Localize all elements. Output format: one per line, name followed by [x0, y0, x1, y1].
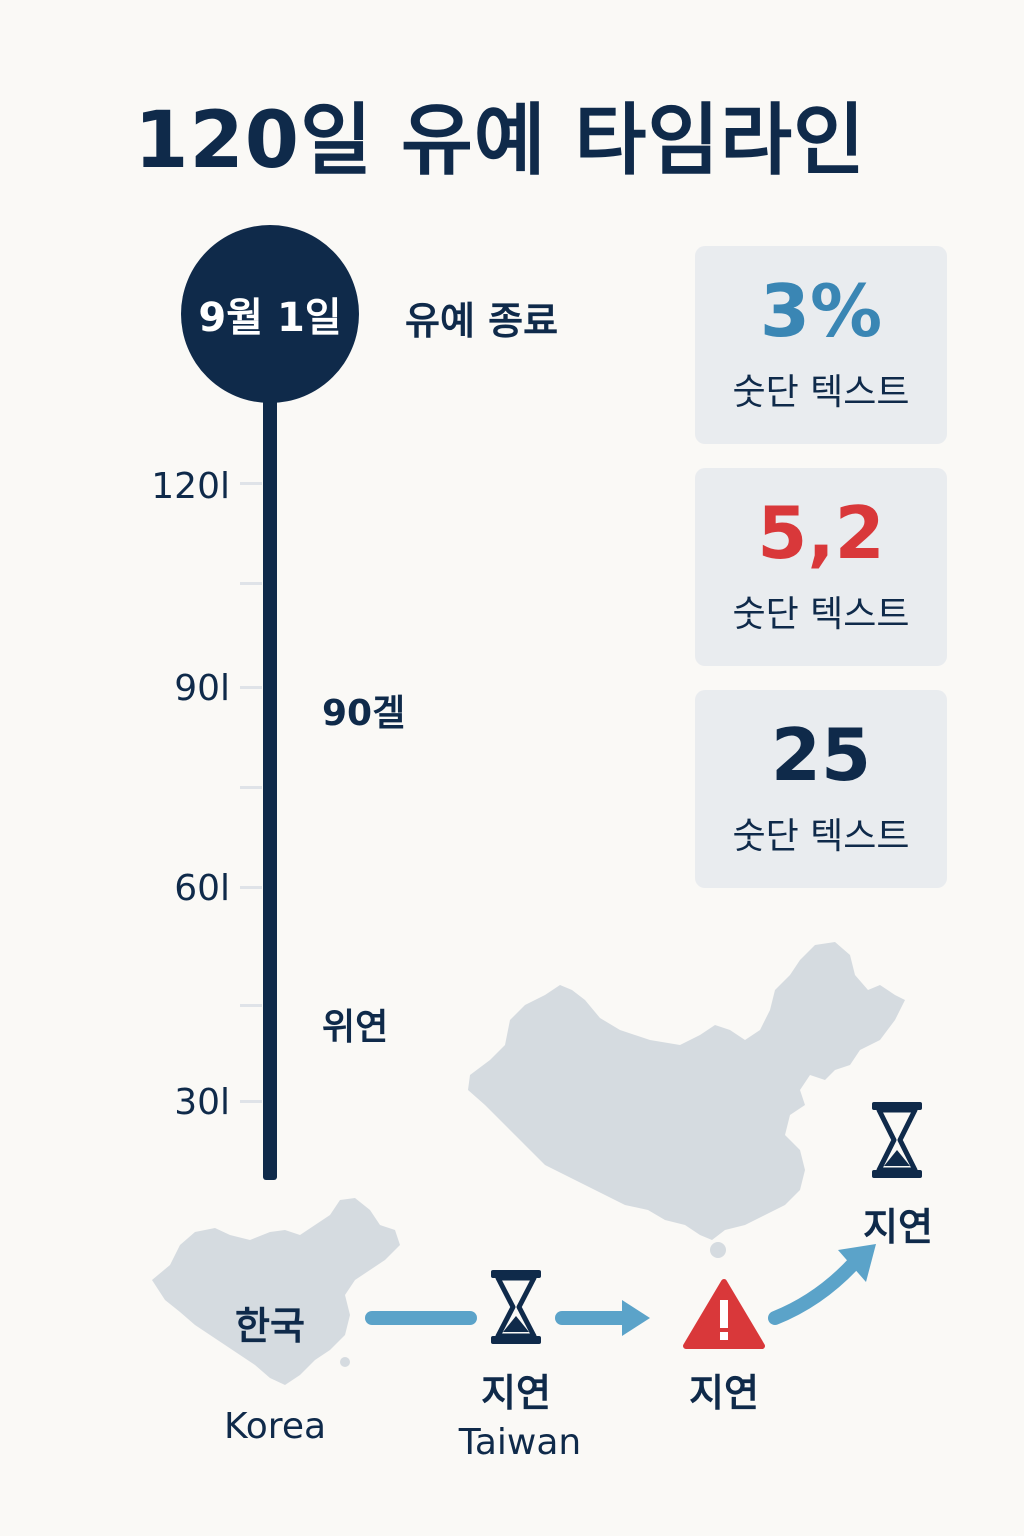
stat-label: 숫단 텍스트 [732, 594, 910, 635]
tick-label-30: 30l [174, 1082, 230, 1123]
timeline-tick [240, 482, 262, 485]
stat-label: 숫단 텍스트 [732, 816, 910, 857]
timeline-tick [240, 886, 262, 889]
timeline-top-marker: 9월 1일 [181, 225, 359, 403]
stat-card: 5,2 숫단 텍스트 [695, 468, 947, 666]
timeline-tick [240, 582, 262, 585]
taiwan-caption: Taiwan [458, 1422, 582, 1463]
warning-icon [683, 1279, 765, 1349]
timeline-tick [240, 786, 262, 789]
large-map-shape [468, 942, 905, 1240]
grace-end-label: 유예 종료 [405, 299, 559, 343]
hourglass-icon [491, 1270, 541, 1344]
delay-label-3: 지연 [863, 1205, 933, 1249]
timeline-tick [240, 686, 262, 689]
page-title: 120일 유예 타임라인 [134, 96, 866, 186]
tick-label-60: 60l [174, 868, 230, 909]
korea-caption: Korea [223, 1406, 327, 1447]
timeline-mid-label: 위연 [322, 1007, 389, 1048]
stat-card: 3% 숫단 텍스트 [695, 246, 947, 444]
delay-label-1: 지연 [481, 1371, 551, 1415]
hourglass-icon [872, 1102, 922, 1178]
stat-label: 숫단 텍스트 [732, 372, 910, 413]
stat-value: 25 [770, 713, 872, 797]
stat-value: 3% [759, 269, 883, 353]
tick-label-90: 90l [174, 668, 230, 709]
tick-label-120: 120l [151, 466, 230, 507]
korea-map-label: 한국 [235, 1304, 305, 1348]
small-map-shape [152, 1198, 400, 1385]
timeline-mid-label: 90겔 [322, 693, 406, 734]
flow-curve-arrow [768, 1255, 862, 1325]
timeline-tick [240, 1100, 262, 1103]
stat-value: 5,2 [757, 491, 885, 575]
stat-card: 25 숫단 텍스트 [695, 690, 947, 888]
timeline-bar [263, 380, 277, 1180]
timeline-tick [240, 1004, 262, 1007]
delay-label-2: 지연 [689, 1371, 759, 1415]
